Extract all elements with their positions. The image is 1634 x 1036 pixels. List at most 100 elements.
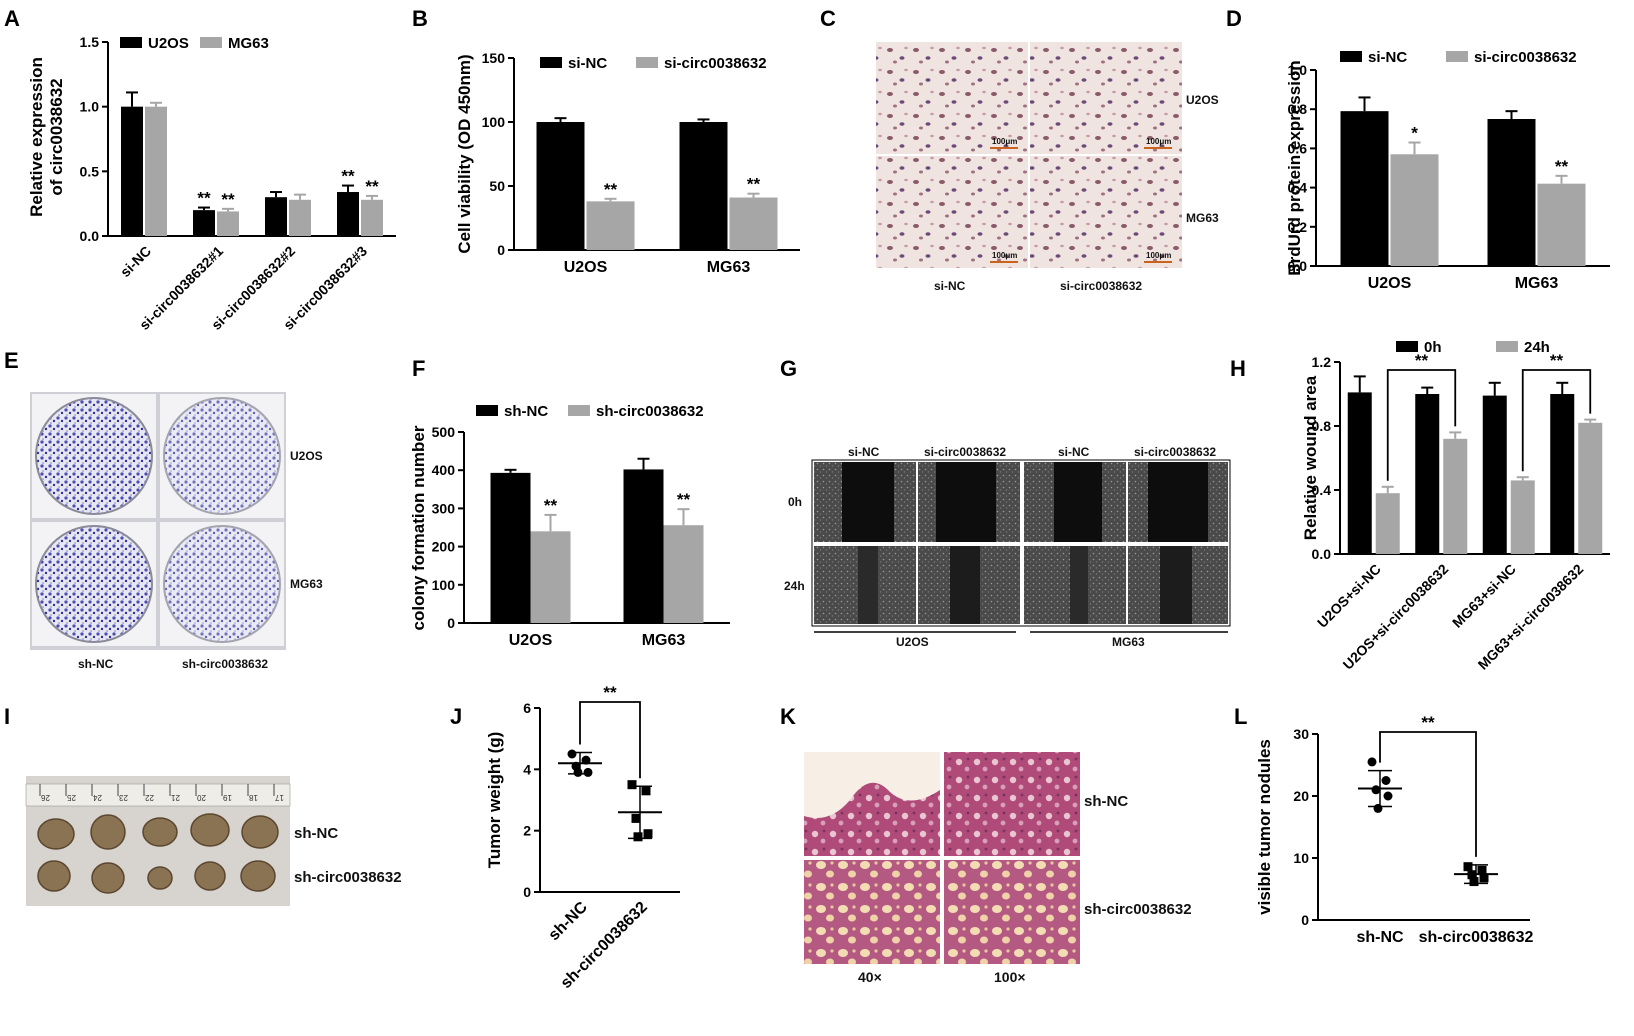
y-axis-label: of circ0038632 [47,78,66,195]
y-tick-label: 0 [447,615,455,631]
row-label-u2os: U2OS [290,449,323,463]
bar [361,199,383,236]
bar [679,122,728,250]
data-point [641,786,651,796]
legend-swatch [1446,51,1468,62]
y-axis-label: Tumor weight (g) [485,732,504,869]
histology-shnc-100x [944,752,1080,856]
ruler-label: 21 [171,793,180,802]
y-axis-label: Cell viability (OD 450nm) [455,54,474,253]
svg-text:100μm: 100μm [1146,137,1171,146]
significance-bracket [1521,369,1592,472]
y-tick-label: 0.4 [1288,180,1308,196]
bar [623,469,664,623]
ruler-label: 19 [223,793,232,802]
significance-bracket [579,701,641,779]
y-tick-label: 30 [1293,726,1309,742]
data-point [583,767,593,777]
svg-text:100μm: 100μm [992,251,1017,260]
histology-sh-circ-40x [804,860,940,964]
y-tick-label: 50 [489,178,505,194]
bar [586,201,635,250]
legend-label: si-circ0038632 [1474,49,1577,66]
row-label-u2os: U2OS [1186,93,1219,107]
significance-label: * [1411,124,1418,143]
group-label-mg63: MG63 [1112,635,1145,649]
y-tick-label: 20 [1293,788,1309,804]
data-point [631,813,641,823]
bar [145,106,167,237]
svg-text:100μm: 100μm [992,137,1017,146]
data-point [1479,873,1489,883]
significance-label: ** [1415,351,1429,370]
row-label-shnc: sh-NC [1084,793,1128,810]
col-label-100x: 100× [994,969,1026,985]
y-tick-label: 6 [523,700,531,716]
wound-image-grid [814,462,1228,624]
data-point [1367,757,1377,767]
col-label-si-circ-mg63: si-circ0038632 [1134,445,1216,459]
plate-shnc-mg63 [35,525,153,643]
ruler-label: 22 [145,793,154,802]
col-label-si-circ-u2os: si-circ0038632 [924,445,1006,459]
panel-label-j: J [450,704,462,729]
y-tick-label: 300 [432,500,456,516]
ruler-label: 20 [197,793,206,802]
x-tick-label: U2OS+si-NC [1314,561,1384,631]
x-tick-label: U2OS [564,259,608,276]
y-tick-label: 10 [1293,850,1309,866]
legend-label: 24h [1524,339,1550,356]
significance-label: ** [747,175,761,194]
significance-label: ** [1555,157,1569,176]
y-axis-label: visible tumor nodules [1255,739,1274,915]
data-point [1477,865,1487,875]
panel-labels: A B C D E F G H I J K L [4,6,1247,729]
bar [1415,394,1440,554]
ruler-label: 26 [41,793,50,802]
y-tick-label: 0.8 [1288,101,1308,117]
y-tick-label: 400 [432,462,456,478]
tumor [142,817,178,847]
y-tick-label: 1.5 [80,34,100,50]
significance-label: ** [1421,713,1435,732]
plate-sh-circ-u2os [163,397,281,515]
y-tick-label: 0 [1301,912,1309,928]
tumor [240,860,276,892]
legend-swatch [476,405,498,416]
y-tick-label: 2 [523,823,531,839]
panel-e-plates: U2OS MG63 sh-NC sh-circ0038632 [30,392,323,671]
y-tick-label: 0.8 [1312,418,1332,434]
y-tick-label: 500 [432,424,456,440]
micrograph-sinc-mg63 [876,156,1028,268]
y-tick-label: 100 [432,577,456,593]
bar [289,199,311,236]
legend-swatch [200,37,222,48]
scale-labels: 100μm 100μm 100μm 100μm [992,137,1171,260]
significance-label: ** [1550,351,1564,370]
significance-label: ** [365,177,379,196]
scale-bars [990,147,1172,263]
bar [1537,183,1586,266]
x-tick-label: U2OS [1368,275,1412,292]
legend-label: si-circ0038632 [664,55,767,72]
bar [193,210,215,236]
y-tick-label: 0 [523,884,531,900]
x-tick-label: si-NC [117,243,154,280]
ruler-marks: 26 25 24 23 22 21 20 19 18 17 [39,784,284,802]
histology-sh-circ-100x [944,860,1080,964]
bar [1487,119,1536,266]
bar [1578,422,1603,554]
legend-label: sh-circ0038632 [596,403,704,420]
significance-bracket [1386,369,1457,481]
significance-bracket [1379,731,1477,857]
bar [1375,493,1400,554]
col-label-si-circ: si-circ0038632 [1060,279,1142,293]
legend-label: si-NC [568,55,607,72]
panel-label-d: D [1226,6,1242,31]
x-tick-label: U2OS [509,632,553,649]
micrograph-sinc-u2os [876,42,1028,154]
legend-swatch [568,405,590,416]
bar [1390,154,1439,266]
legend-label: MG63 [228,35,269,52]
